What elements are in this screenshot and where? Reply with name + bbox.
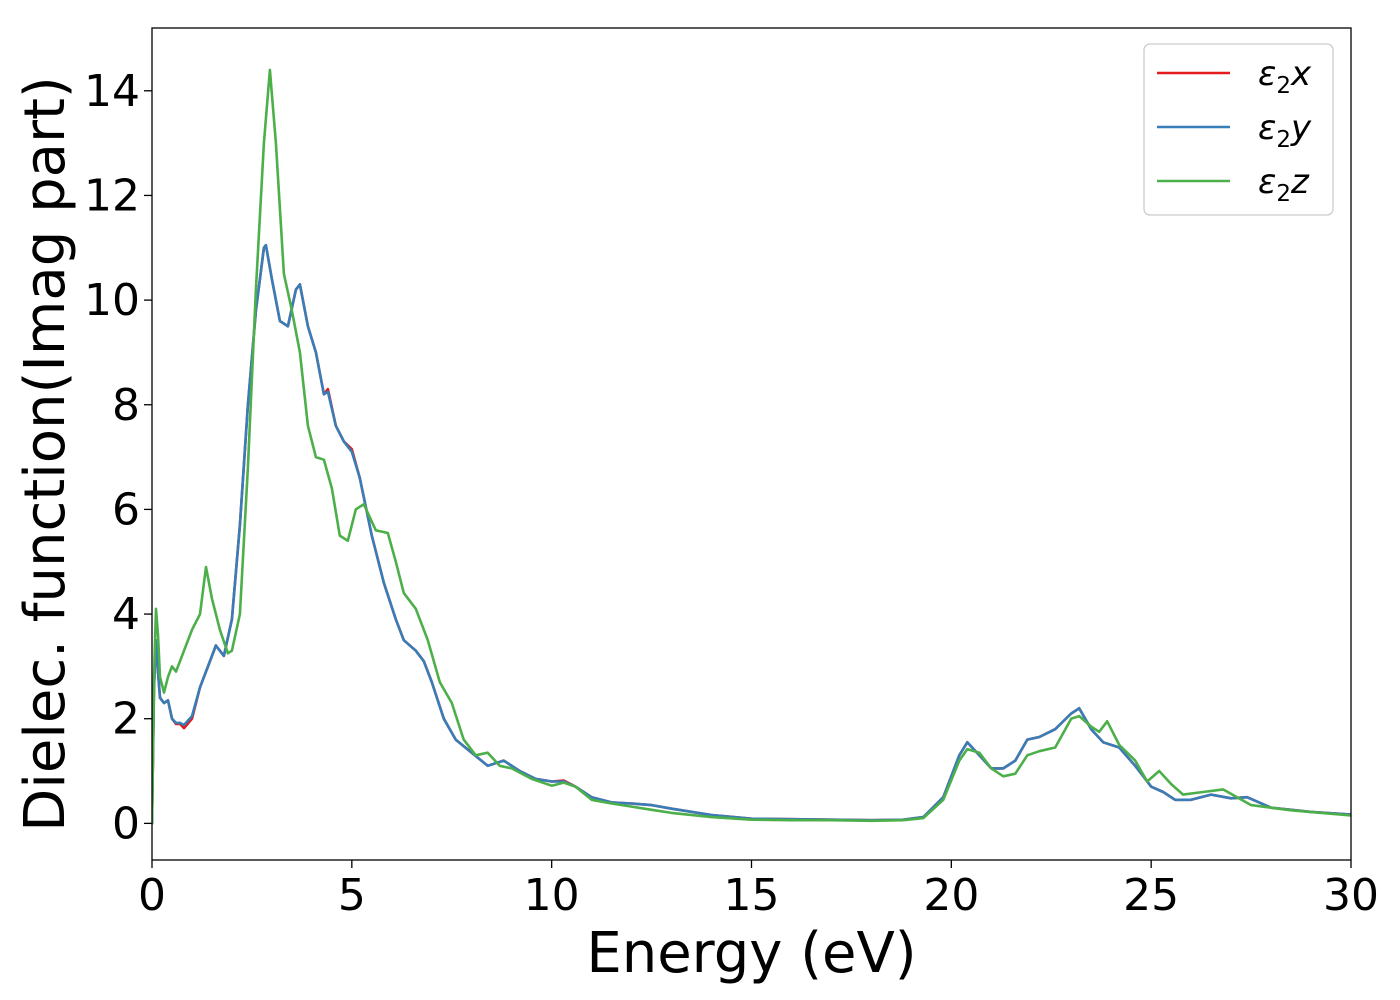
y-tick-label: 14 — [84, 66, 140, 117]
y-tick-label: 4 — [112, 589, 140, 640]
x-tick-label: 5 — [338, 870, 366, 921]
x-tick-label: 30 — [1323, 870, 1379, 921]
x-tick-label: 15 — [724, 870, 780, 921]
x-tick-label: 20 — [923, 870, 979, 921]
y-tick-label: 6 — [112, 484, 140, 535]
x-tick-label: 25 — [1123, 870, 1179, 921]
x-axis-title: Energy (eV) — [586, 921, 916, 986]
axes: 0 5 10 15 20 25 30 0 2 4 6 8 10 12 14 — [84, 27, 1379, 921]
y-tick-label: 10 — [84, 275, 140, 326]
series-line-y — [152, 243, 1351, 825]
y-tick-label: 0 — [112, 798, 140, 849]
legend-label-x: ε2x — [1258, 54, 1312, 99]
legend: ε2x ε2y ε2z — [1143, 43, 1334, 216]
series-line-x — [152, 243, 1351, 825]
legend-box — [1143, 43, 1334, 216]
legend-label-y: ε2y — [1258, 108, 1312, 153]
y-axis-title: Dielec. function(Imag part) — [13, 76, 78, 832]
legend-label-z: ε2z — [1258, 162, 1310, 207]
x-tick-label: 10 — [524, 870, 580, 921]
y-tick-label: 12 — [84, 170, 140, 221]
series-line-z — [152, 68, 1351, 825]
x-tick-label: 0 — [138, 870, 166, 921]
y-tick-label: 2 — [112, 694, 140, 745]
plot-area — [152, 68, 1351, 825]
y-tick-label: 8 — [112, 380, 140, 431]
